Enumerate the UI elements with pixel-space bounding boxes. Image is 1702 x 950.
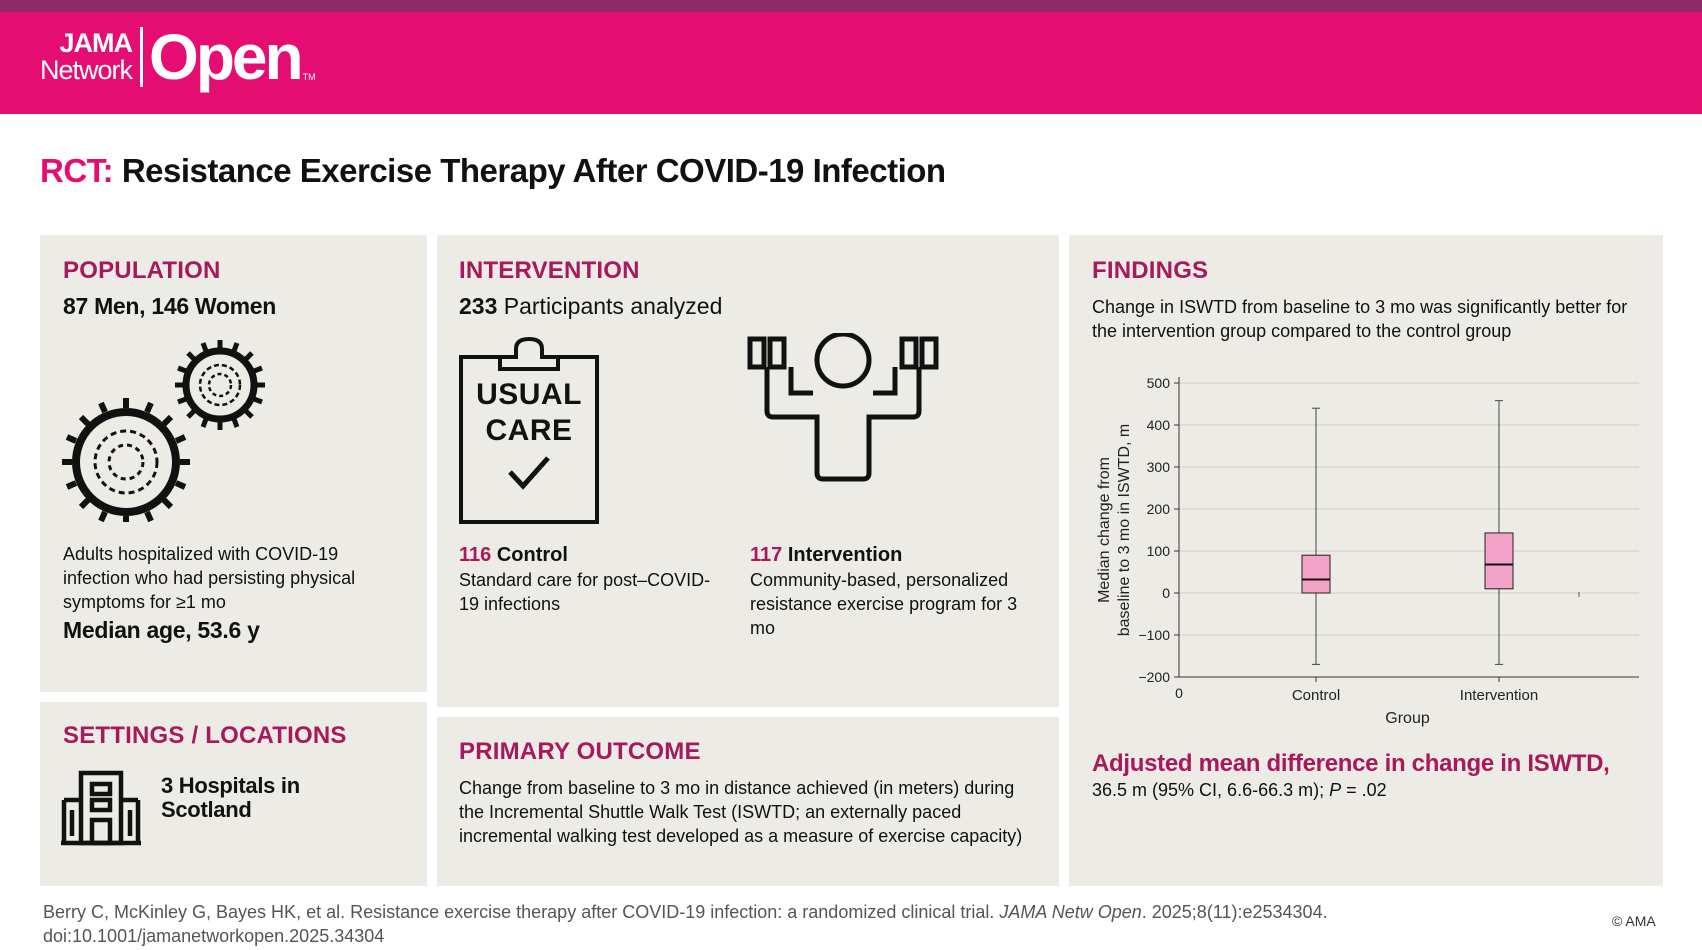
y-tick-label: 0 xyxy=(1162,585,1170,601)
usual-care-line2: CARE xyxy=(485,414,573,447)
iqr-box xyxy=(1484,532,1514,590)
box-intervention xyxy=(1484,400,1514,665)
population-median-age: Median age, 53.6 y xyxy=(63,617,260,643)
y-tick-label: −100 xyxy=(1138,627,1170,643)
population-heading: POPULATION xyxy=(63,257,221,284)
findings-heading: FINDINGS xyxy=(1092,257,1209,284)
virus-icon xyxy=(62,340,265,522)
x-origin-label: 0 xyxy=(1175,685,1183,701)
adjusted-value-text: 36.5 m (95% CI, 6.6-66.3 m); xyxy=(1092,780,1330,800)
primary-outcome-panel: PRIMARY OUTCOME Change from baseline to … xyxy=(437,717,1059,886)
copyright: © AMA xyxy=(1612,913,1656,929)
settings-heading: SETTINGS / LOCATIONS xyxy=(63,722,347,749)
usual-care-line1: USUAL xyxy=(476,378,582,411)
clipboard-icon: USUAL CARE xyxy=(458,335,600,525)
citation-journal: JAMA Netw Open xyxy=(999,902,1142,922)
findings-panel: FINDINGS Change in ISWTD from baseline t… xyxy=(1069,235,1663,886)
primary-outcome-heading: PRIMARY OUTCOME xyxy=(459,738,701,765)
participants-text: Participants analyzed xyxy=(503,293,723,319)
population-description: Adults hospitalized with COVID-19 infect… xyxy=(63,544,356,612)
x-tick-label-control: Control xyxy=(1292,687,1340,704)
logo-open: Open xyxy=(149,21,304,93)
control-label: Control xyxy=(496,544,568,566)
citation-details: . 2025;8(11):e2534304. xyxy=(1141,902,1328,922)
intervention-panel: INTERVENTION 233 Participants analyzed U… xyxy=(437,235,1059,707)
settings-panel: SETTINGS / LOCATIONS 3 Hospitals in Scot… xyxy=(40,702,427,886)
control-count: 116 Control xyxy=(459,544,568,567)
weightlifter-icon xyxy=(747,333,939,482)
iswtd-box-plot: 500 400 300 200 100 0 −100 −200 Control Interven… xyxy=(1096,375,1639,727)
intervention-heading: INTERVENTION xyxy=(459,257,640,284)
intervention-description: Community-based, personalized resistance… xyxy=(750,570,1018,638)
chart-gridlines xyxy=(1179,382,1639,678)
y-tick-label: 500 xyxy=(1147,375,1171,391)
jama-network-open-logo[interactable]: JAMA Network Open TM xyxy=(40,22,316,92)
participants-number: 233 xyxy=(459,293,498,319)
y-tick-label: 100 xyxy=(1147,543,1171,559)
adjusted-mean-value: 36.5 m (95% CI, 6.6-66.3 m); P = .02 xyxy=(1092,778,1652,802)
title-main: Resistance Exercise Therapy After COVID-… xyxy=(121,152,946,189)
intervention-count: 117 Intervention xyxy=(750,544,902,567)
y-tick-label: 300 xyxy=(1147,459,1171,475)
chart-boxes xyxy=(1301,400,1514,665)
y-axis-title-line1: Median change from xyxy=(1096,457,1113,603)
title-prefix: RCT: xyxy=(40,152,114,189)
population-panel: POPULATION 87 Men, 146 Women xyxy=(40,235,427,692)
chart-axes xyxy=(1178,377,1639,678)
logo-jama: JAMA xyxy=(59,28,134,58)
control-description: Standard care for post–COVID-19 infectio… xyxy=(459,570,711,614)
y-tick-labels: 500 400 300 200 100 0 −100 −200 xyxy=(1138,375,1179,685)
citation-authors-title: Berry C, McKinley G, Bayes HK, et al. Re… xyxy=(43,902,1000,922)
p-value: = .02 xyxy=(1341,780,1387,800)
box-control xyxy=(1301,407,1331,665)
citation: Berry C, McKinley G, Bayes HK, et al. Re… xyxy=(43,900,1483,948)
logo-network: Network xyxy=(40,55,133,85)
x-tick-labels: Control Intervention xyxy=(1292,677,1538,704)
header-banner xyxy=(0,12,1702,114)
participants-analyzed: 233 Participants analyzed xyxy=(459,293,722,320)
hospital-building-icon xyxy=(61,770,141,846)
adjusted-mean-title: Adjusted mean difference in change in IS… xyxy=(1092,750,1610,777)
logo-trademark: TM xyxy=(302,72,316,82)
y-axis-title-line2: baseline to 3 mo in ISWTD, m xyxy=(1116,424,1133,637)
settings-locations: 3 Hospitals in Scotland xyxy=(161,773,300,822)
page-title: RCT: Resistance Exercise Therapy After C… xyxy=(40,152,946,190)
primary-outcome-text: Change from baseline to 3 mo in distance… xyxy=(459,778,1023,846)
p-label: P xyxy=(1329,780,1342,800)
y-tick-label: −200 xyxy=(1138,669,1170,685)
findings-summary: Change in ISWTD from baseline to 3 mo wa… xyxy=(1092,297,1628,341)
intervention-number: 117 xyxy=(750,544,783,566)
citation-doi[interactable]: doi:10.1001/jamanetworkopen.2025.34304 xyxy=(43,926,385,946)
top-strip xyxy=(0,0,1702,12)
control-number: 116 xyxy=(459,544,492,566)
iqr-box xyxy=(1301,554,1331,594)
population-counts: 87 Men, 146 Women xyxy=(63,293,277,319)
y-tick-label: 400 xyxy=(1147,417,1171,433)
x-tick-label-intervention: Intervention xyxy=(1460,687,1538,704)
y-tick-label: 200 xyxy=(1147,501,1171,517)
x-axis-title: Group xyxy=(1385,710,1430,727)
logo-divider xyxy=(140,27,144,87)
intervention-label: Intervention xyxy=(787,544,903,566)
y-axis-title: Median change from baseline to 3 mo in I… xyxy=(1096,424,1133,637)
